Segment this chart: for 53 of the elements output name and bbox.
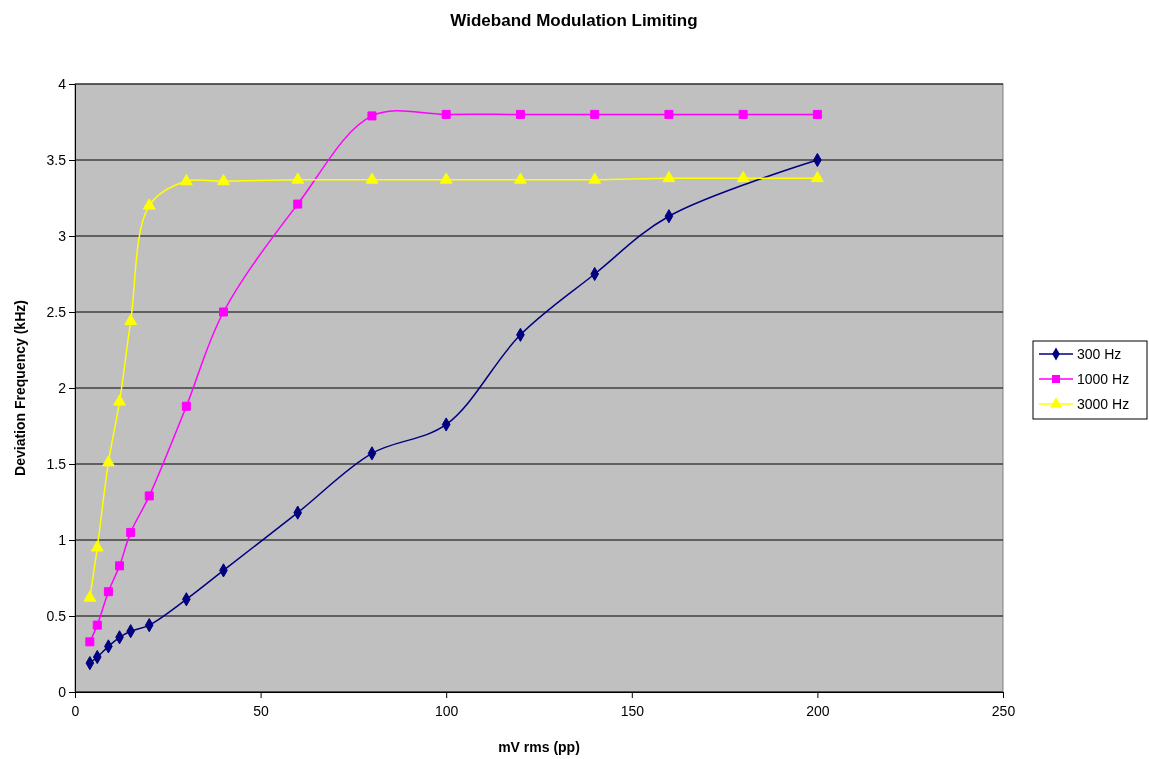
point <box>514 172 527 184</box>
point <box>113 394 126 406</box>
point <box>144 491 154 501</box>
chart-title: Wideband Modulation Limiting <box>450 11 698 30</box>
point <box>218 307 228 317</box>
point <box>217 173 230 186</box>
y-tick-label: 1 <box>58 531 67 548</box>
x-tick-label: 200 <box>806 703 830 720</box>
x-tick-label: 0 <box>71 703 80 720</box>
point <box>102 455 115 467</box>
x-tick-label: 250 <box>991 703 1016 720</box>
point <box>181 401 191 411</box>
point <box>812 109 822 119</box>
point <box>662 170 676 183</box>
x-tick-label: 50 <box>253 703 270 720</box>
point <box>515 109 525 119</box>
point <box>664 109 674 119</box>
point <box>92 620 102 630</box>
point <box>142 198 156 210</box>
point <box>115 561 125 571</box>
legend-label: 3000 Hz <box>1077 396 1130 412</box>
point <box>738 109 748 119</box>
point <box>179 173 193 186</box>
point <box>83 590 97 602</box>
y-tick-label: 2 <box>58 379 67 396</box>
point <box>441 109 451 119</box>
point <box>365 172 379 184</box>
legend-label: 300 Hz <box>1077 346 1122 362</box>
y-tick-label: 0.5 <box>46 607 67 624</box>
point <box>85 637 95 647</box>
point <box>736 170 750 183</box>
point <box>126 527 136 537</box>
point <box>811 170 824 183</box>
y-axis-title: Deviation Frequency (kHz) <box>12 300 28 476</box>
x-tick-label: 100 <box>435 703 459 720</box>
point <box>293 199 303 209</box>
point <box>124 313 138 326</box>
x-axis-title: mV rms (pp) <box>498 739 580 755</box>
point <box>590 109 600 119</box>
y-tick-label: 3.5 <box>46 151 67 168</box>
point <box>588 172 602 184</box>
point <box>367 111 377 121</box>
y-tick-label: 4 <box>58 75 67 92</box>
point <box>439 172 453 184</box>
y-tick-label: 3 <box>58 227 67 244</box>
point <box>291 172 305 184</box>
x-tick-label: 150 <box>620 703 645 720</box>
point <box>103 587 113 597</box>
y-tick-label: 0 <box>58 683 67 700</box>
point <box>90 540 104 552</box>
legend-label: 1000 Hz <box>1077 371 1130 387</box>
y-tick-label: 2.5 <box>46 303 67 320</box>
y-tick-label: 1.5 <box>46 455 67 472</box>
